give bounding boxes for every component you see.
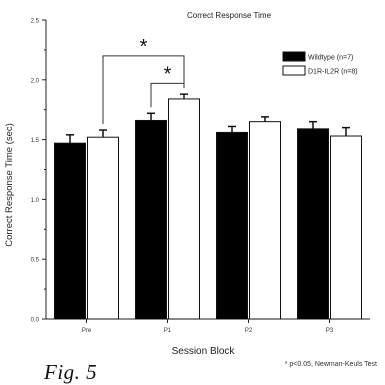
x-tick-label: P2 (245, 328, 253, 334)
y-tick-label: 2.5 (31, 19, 40, 25)
significance-bracket (102, 55, 185, 125)
significance-bracket (150, 82, 185, 108)
significance-star: * (164, 63, 172, 85)
bar-wildtype-p1 (135, 119, 167, 320)
y-tick-label: 1.5 (31, 138, 40, 144)
y-tick-label: 1.0 (31, 198, 40, 204)
y-axis-label: Correct Response Time (sec) (4, 123, 15, 247)
x-tick-label: Pre (82, 328, 92, 334)
x-tick-label: P1 (164, 328, 172, 334)
bar-wildtype-p2 (216, 131, 248, 320)
y-tick-label: 0.0 (31, 318, 40, 324)
figure-caption: Fig. 5 (44, 360, 98, 384)
plot-area: 0.0 0.5 1.0 1.5 2.0 2.5 Pre P1 P2 P3 * * Wildtype (n… (31, 19, 370, 334)
significance-footnote: * p<0.05, Newman-Keuls Test (284, 361, 377, 368)
legend-label: Wildtype (n=7) (308, 55, 353, 62)
chart-title: Correct Response Time (187, 11, 272, 20)
legend-label: D1R-IL2R (n=8) (308, 69, 358, 76)
y-tick-label: 2.0 (31, 78, 40, 84)
bar-wildtype-p3 (297, 128, 329, 320)
legend-swatch (282, 65, 306, 76)
legend-swatch (282, 51, 306, 62)
x-axis-label: Session Block (172, 346, 236, 357)
bar-d1r-il2r-pre (87, 136, 119, 320)
bar-d1r-il2r-p1 (168, 98, 200, 320)
bar-wildtype-pre (54, 142, 86, 320)
y-tick-label: 0.5 (31, 258, 40, 264)
bar-d1r-il2r-p2 (249, 121, 281, 320)
significance-star: * (140, 36, 148, 58)
bar-d1r-il2r-p3 (330, 135, 362, 320)
x-tick-label: P3 (326, 328, 334, 334)
